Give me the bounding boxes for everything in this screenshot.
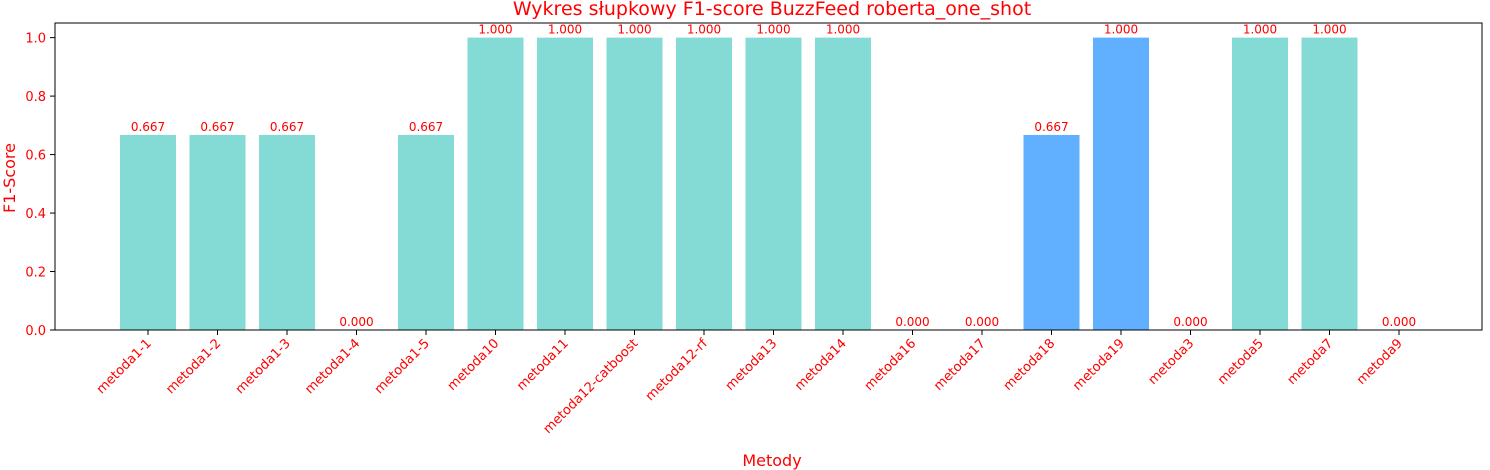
x-tick-label-metoda18: metoda18 bbox=[1001, 336, 1059, 394]
value-label-metoda7: 1.000 bbox=[1312, 23, 1346, 37]
x-tick-label-metoda1-5: metoda1-5 bbox=[372, 336, 433, 397]
y-ticks-group: 0.0 0.2 0.4 0.6 0.8 1.0 bbox=[25, 32, 55, 339]
x-tick-label-metoda5: metoda5 bbox=[1215, 336, 1267, 388]
bar-metoda18 bbox=[1023, 134, 1080, 330]
bar-metoda12-rf bbox=[676, 37, 732, 330]
value-label-metoda14: 1.000 bbox=[826, 23, 860, 37]
x-tick-label-metoda1-2: metoda1-2 bbox=[163, 336, 224, 397]
x-tick-label-metoda3: metoda3 bbox=[1146, 336, 1198, 388]
bar-metoda1-3 bbox=[259, 134, 315, 330]
value-label-metoda1-3: 0.667 bbox=[270, 120, 304, 134]
y-tick-label: 0.0 bbox=[25, 324, 46, 339]
value-label-metoda16: 0.000 bbox=[895, 315, 929, 329]
value-label-metoda12-catboost: 1.000 bbox=[617, 23, 651, 37]
bar-metoda13 bbox=[745, 37, 802, 330]
value-label-metoda10: 1.000 bbox=[478, 23, 512, 37]
bar-metoda1-5 bbox=[398, 134, 454, 330]
bar-metoda1-2 bbox=[189, 134, 246, 330]
x-tick-label-metoda11: metoda11 bbox=[514, 336, 572, 394]
x-tick-label-metoda1-3: metoda1-3 bbox=[233, 336, 294, 397]
bar-metoda10 bbox=[467, 37, 524, 330]
x-axis-label: Metody bbox=[742, 451, 801, 470]
value-label-metoda9: 0.000 bbox=[1382, 315, 1416, 329]
bar-metoda11 bbox=[537, 37, 593, 330]
bar-metoda14 bbox=[815, 37, 871, 330]
x-tick-label-metoda13: metoda13 bbox=[723, 336, 781, 394]
value-label-metoda11: 1.000 bbox=[548, 23, 582, 37]
value-labels-group: 0.667 0.667 0.667 0.000 0.667 1.000 1.000 1.000… bbox=[131, 23, 1416, 329]
plot-area-frame bbox=[54, 22, 1483, 331]
bars-group bbox=[120, 37, 1358, 330]
value-label-metoda19: 1.000 bbox=[1104, 23, 1138, 37]
y-tick-label: 0.4 bbox=[25, 207, 46, 222]
value-label-metoda17: 0.000 bbox=[965, 315, 999, 329]
y-tick-label: 0.8 bbox=[25, 90, 46, 105]
value-label-metoda1-5: 0.667 bbox=[409, 120, 443, 134]
x-tick-label-metoda10: metoda10 bbox=[445, 336, 503, 394]
y-tick-label: 0.6 bbox=[25, 149, 46, 164]
x-tick-label-metoda1-4: metoda1-4 bbox=[302, 336, 363, 397]
value-label-metoda1-4: 0.000 bbox=[339, 315, 373, 329]
x-tick-label-metoda1-1: metoda1-1 bbox=[94, 336, 155, 397]
x-tick-label-metoda7: metoda7 bbox=[1285, 336, 1337, 388]
bar-metoda12-catboost bbox=[606, 37, 663, 330]
value-label-metoda3: 0.000 bbox=[1173, 315, 1207, 329]
bar-metoda5 bbox=[1232, 37, 1288, 330]
x-tick-label-metoda12-rf: metoda12-rf bbox=[643, 336, 711, 404]
x-tick-label-metoda17: metoda17 bbox=[931, 336, 989, 394]
x-tick-label-metoda14: metoda14 bbox=[792, 336, 850, 394]
y-tick-label: 1.0 bbox=[25, 32, 46, 47]
x-ticks-group: metoda1-1 metoda1-2 metoda1-3 metoda1-4 meto… bbox=[94, 330, 1406, 437]
value-label-metoda18: 0.667 bbox=[1034, 120, 1068, 134]
chart-title: Wykres słupkowy F1-score BuzzFeed robert… bbox=[513, 0, 1031, 20]
bar-metoda1-1 bbox=[120, 134, 176, 330]
bar-metoda19 bbox=[1093, 37, 1149, 330]
value-label-metoda1-2: 0.667 bbox=[200, 120, 234, 134]
value-label-metoda5: 1.000 bbox=[1243, 23, 1277, 37]
value-label-metoda12-rf: 1.000 bbox=[687, 23, 721, 37]
x-tick-label-metoda19: metoda19 bbox=[1070, 336, 1128, 394]
y-axis-label: F1-Score bbox=[0, 143, 19, 213]
x-tick-label-metoda9: metoda9 bbox=[1354, 336, 1406, 388]
bar-metoda7 bbox=[1301, 37, 1358, 330]
y-tick-label: 0.2 bbox=[25, 266, 46, 281]
x-tick-label-metoda16: metoda16 bbox=[862, 336, 920, 394]
value-label-metoda1-1: 0.667 bbox=[131, 120, 165, 134]
value-label-metoda13: 1.000 bbox=[756, 23, 790, 37]
